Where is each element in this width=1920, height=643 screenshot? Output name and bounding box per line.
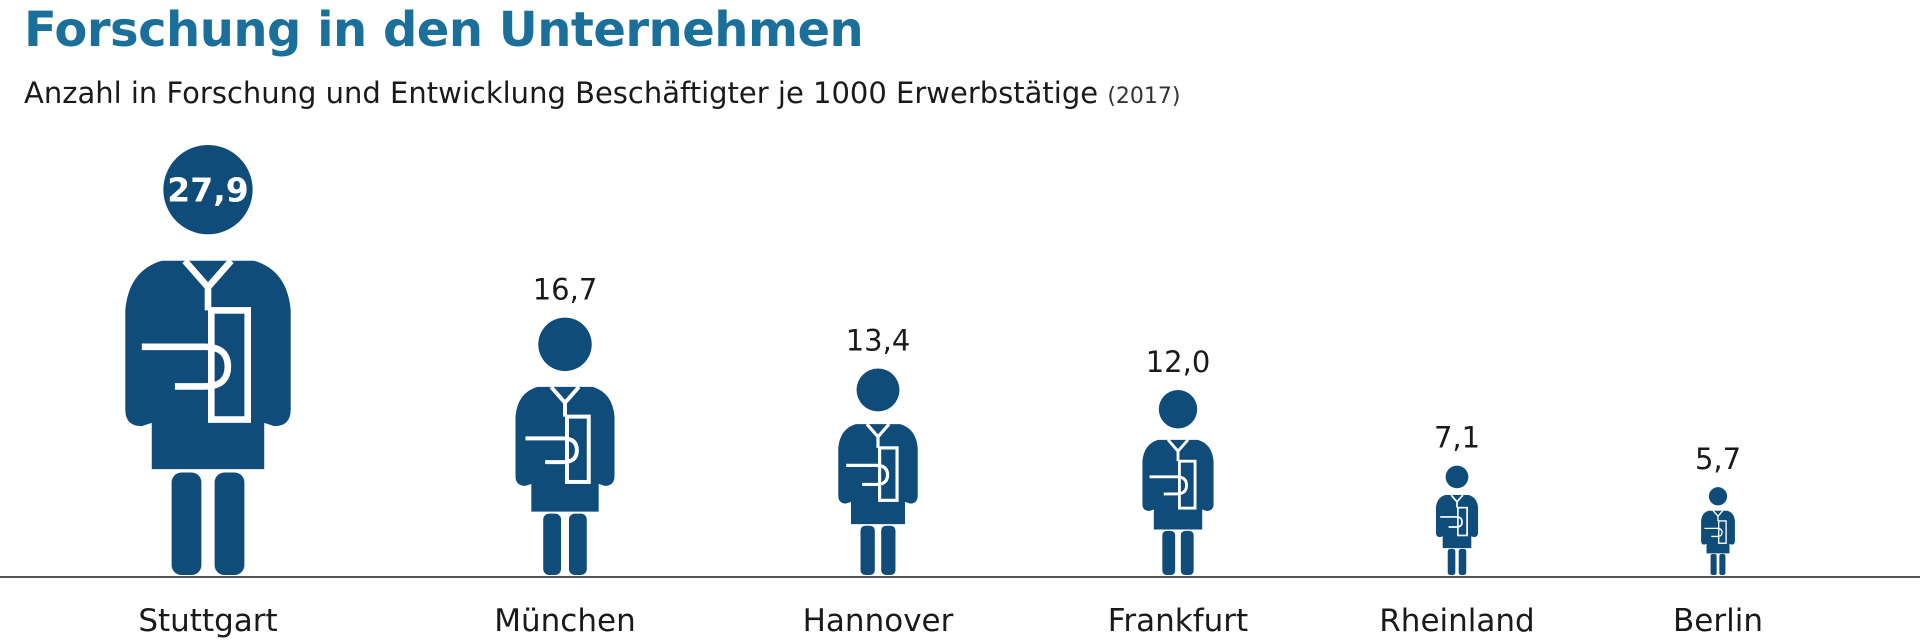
figure-head	[1445, 465, 1469, 489]
figure-head	[163, 145, 253, 235]
pictogram-figure	[1701, 487, 1735, 575]
figure-clipboard	[1178, 459, 1197, 510]
figure-collar	[182, 258, 234, 311]
category-label: Hannover	[803, 603, 954, 639]
chart-subtitle: Anzahl in Forschung und Entwicklung Besc…	[24, 76, 1180, 110]
figure-collar	[1450, 494, 1464, 508]
figure-arm	[1704, 527, 1723, 538]
category-label: Berlin	[1673, 603, 1763, 639]
pictogram-figure	[125, 145, 291, 575]
subtitle-year: (2017)	[1107, 84, 1181, 109]
figure-collar	[1166, 438, 1190, 462]
chart-title: Forschung in den Unternehmen	[24, 2, 864, 58]
figure-leg-right	[214, 472, 245, 575]
figure-collar	[549, 385, 581, 417]
figure-head	[1708, 487, 1728, 506]
figure-arm	[141, 343, 232, 390]
figure-collar	[865, 423, 891, 448]
figure-leg-left	[860, 525, 875, 575]
figure-arm	[846, 463, 890, 487]
figure-leg-right	[1458, 548, 1467, 575]
value-label: 13,4	[846, 323, 911, 357]
subtitle-text: Anzahl in Forschung und Entwicklung Besc…	[24, 76, 1099, 110]
figure-clipboard	[1717, 520, 1727, 544]
pictogram-figure	[1435, 465, 1479, 575]
pictogram-figure	[515, 317, 615, 575]
figure-head	[1158, 390, 1198, 429]
figure-arm	[525, 436, 579, 465]
category-label: Frankfurt	[1108, 603, 1248, 639]
category-label: München	[494, 603, 635, 639]
figure-leg-right	[1719, 554, 1726, 575]
figure-clipboard	[878, 446, 899, 502]
figure-leg-left	[1162, 530, 1176, 575]
category-label: Stuttgart	[138, 603, 277, 639]
value-label: 5,7	[1695, 442, 1741, 476]
value-label: 7,1	[1434, 421, 1480, 455]
value-label: 16,7	[533, 273, 598, 307]
figure-head	[856, 368, 900, 412]
value-label: 27,9	[167, 171, 248, 210]
figure-leg-right	[1180, 530, 1194, 575]
figure-leg-left	[171, 472, 202, 575]
figure-arm	[1149, 475, 1188, 496]
figure-clipboard	[565, 414, 591, 484]
figure-arm	[1440, 516, 1463, 528]
category-label: Rheinland	[1379, 603, 1534, 639]
figure-leg-left	[1710, 554, 1717, 575]
pictogram-figure	[1142, 390, 1214, 575]
figure-leg-left	[543, 513, 562, 575]
figure-leg-right	[881, 525, 896, 575]
figure-leg-right	[568, 513, 587, 575]
pictogram-figure	[838, 368, 918, 575]
figure-collar	[1712, 510, 1724, 521]
figure-clipboard	[208, 307, 252, 423]
figure-clipboard	[1456, 506, 1468, 537]
figure-leg-left	[1447, 548, 1456, 575]
value-label: 12,0	[1146, 345, 1211, 379]
figures-group: 27,9 Stuttgart 16,7 München 13,4 Hannover 12,0…	[125, 145, 1763, 639]
figure-head	[538, 317, 592, 372]
